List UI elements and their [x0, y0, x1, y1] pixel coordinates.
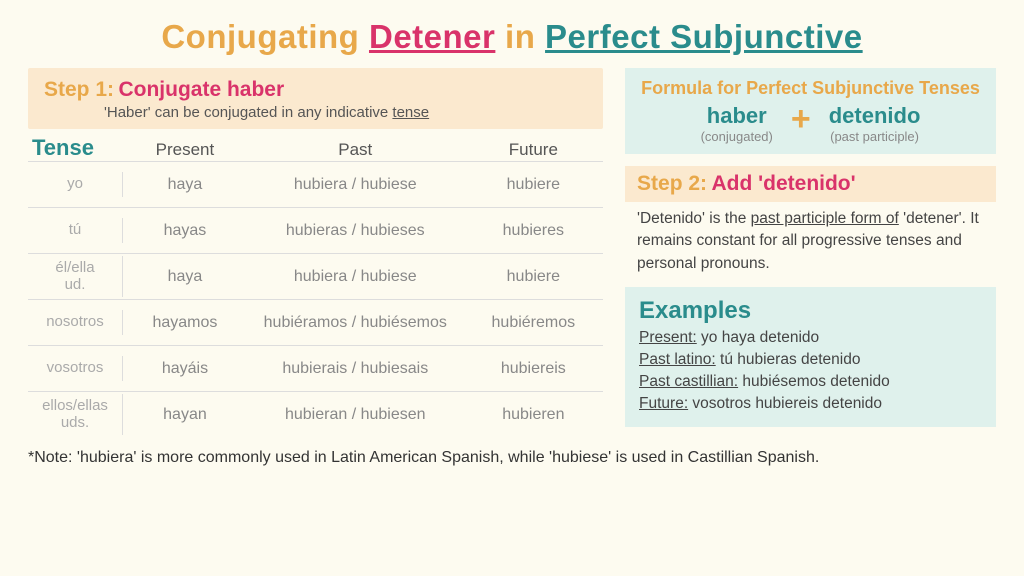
table-row: nosotroshayamoshubiéramos / hubiésemoshu…	[28, 299, 603, 345]
title-pre: Conjugating	[161, 18, 359, 55]
step1-box: Step 1: Conjugate haber 'Haber' can be c…	[28, 68, 603, 129]
step1-label: Step 1:	[44, 78, 114, 101]
step2-title: Add 'detenido'	[711, 172, 855, 195]
example-label: Future:	[639, 395, 688, 412]
step1-title: Conjugate haber	[118, 78, 284, 101]
step2-box: Step 2: Add 'detenido' 'Detenido' is the…	[625, 166, 996, 275]
step1-sub-pre: 'Haber' can be conjugated in any indicat…	[104, 104, 392, 121]
pronoun-cell: tú	[28, 218, 123, 243]
step1-sub-u: tense	[392, 104, 429, 121]
present-cell: hayamos	[123, 314, 247, 332]
future-cell: hubieres	[464, 222, 603, 240]
step2-body-pre: 'Detenido' is the	[637, 210, 751, 227]
present-cell: haya	[123, 176, 247, 194]
past-cell: hubieras / hubieses	[247, 222, 464, 240]
present-cell: haya	[123, 268, 247, 286]
formula-left-top: haber	[701, 103, 773, 129]
example-line: Past latino: tú hubieras detenido	[639, 351, 982, 369]
present-cell: hayan	[123, 406, 247, 424]
example-value: tú hubieras detenido	[716, 351, 861, 368]
formula-box: Formula for Perfect Subjunctive Tenses h…	[625, 68, 996, 154]
past-cell: hubiéramos / hubiésemos	[247, 314, 464, 332]
present-cell: hayas	[123, 222, 247, 240]
table-row: ellos/ellasuds.hayanhubieran / hubiesenh…	[28, 391, 603, 437]
formula-body: haber (conjugated) + detenido (past part…	[639, 103, 982, 144]
pronoun-cell: vosotros	[28, 356, 123, 381]
example-line: Past castillian: hubiésemos detenido	[639, 373, 982, 391]
example-value: vosotros hubiereis detenido	[688, 395, 882, 412]
left-column: Step 1: Conjugate haber 'Haber' can be c…	[28, 68, 603, 437]
formula-left: haber (conjugated)	[701, 103, 773, 144]
table-head: Tense Present Past Future	[28, 135, 603, 161]
example-label: Past castillian:	[639, 373, 738, 390]
formula-head: Formula for Perfect Subjunctive Tenses	[639, 78, 982, 99]
table-body: yohayahubiera / hubiesehubieretúhayashub…	[28, 161, 603, 437]
formula-right-top: detenido	[829, 103, 921, 129]
formula-right: detenido (past participle)	[829, 103, 921, 144]
table-row: él/ellaud.hayahubiera / hubiesehubiere	[28, 253, 603, 299]
examples-box: Examples Present: yo haya detenido Past l…	[625, 287, 996, 427]
past-cell: hubiera / hubiese	[247, 176, 464, 194]
page-title: Conjugating Detener in Perfect Subjuncti…	[28, 18, 996, 56]
examples-head: Examples	[639, 297, 982, 325]
example-label: Past latino:	[639, 351, 716, 368]
future-cell: hubiere	[464, 268, 603, 286]
formula-left-bot: (conjugated)	[701, 129, 773, 144]
title-tense: Perfect Subjunctive	[545, 18, 863, 55]
example-value: hubiésemos detenido	[738, 373, 890, 390]
past-cell: hubiera / hubiese	[247, 268, 464, 286]
examples-lines: Present: yo haya detenido Past latino: tú…	[639, 329, 982, 413]
table-row: yohayahubiera / hubiesehubiere	[28, 161, 603, 207]
col-future: Future	[464, 140, 603, 160]
tense-header: Tense	[28, 135, 123, 161]
pronoun-cell: ellos/ellasuds.	[28, 394, 123, 435]
conjugation-table: Tense Present Past Future yohayahubiera …	[28, 135, 603, 437]
formula-right-bot: (past participle)	[829, 129, 921, 144]
present-cell: hayáis	[123, 360, 247, 378]
step2-body-u: past participle form of	[751, 210, 899, 227]
plus-icon: +	[791, 108, 811, 132]
title-verb: Detener	[369, 18, 495, 55]
footnote: *Note: 'hubiera' is more commonly used i…	[28, 449, 996, 467]
example-value: yo haya detenido	[697, 329, 819, 346]
step2-label: Step 2:	[637, 172, 707, 195]
main-layout: Step 1: Conjugate haber 'Haber' can be c…	[28, 68, 996, 437]
title-in: in	[505, 18, 535, 55]
col-present: Present	[123, 140, 247, 160]
example-line: Present: yo haya detenido	[639, 329, 982, 347]
past-cell: hubieran / hubiesen	[247, 406, 464, 424]
future-cell: hubieren	[464, 406, 603, 424]
step2-body: 'Detenido' is the past participle form o…	[625, 202, 996, 275]
step1-sub: 'Haber' can be conjugated in any indicat…	[104, 104, 587, 121]
table-row: túhayashubieras / hubieseshubieres	[28, 207, 603, 253]
pronoun-cell: él/ellaud.	[28, 256, 123, 297]
future-cell: hubiere	[464, 176, 603, 194]
future-cell: hubiéremos	[464, 314, 603, 332]
col-past: Past	[247, 140, 464, 160]
table-row: vosotroshayáishubierais / hubiesaishubie…	[28, 345, 603, 391]
future-cell: hubiereis	[464, 360, 603, 378]
past-cell: hubierais / hubiesais	[247, 360, 464, 378]
pronoun-cell: yo	[28, 172, 123, 197]
right-column: Formula for Perfect Subjunctive Tenses h…	[625, 68, 996, 437]
step2-title-row: Step 2: Add 'detenido'	[625, 166, 996, 202]
example-label: Present:	[639, 329, 697, 346]
example-line: Future: vosotros hubiereis detenido	[639, 395, 982, 413]
pronoun-cell: nosotros	[28, 310, 123, 335]
